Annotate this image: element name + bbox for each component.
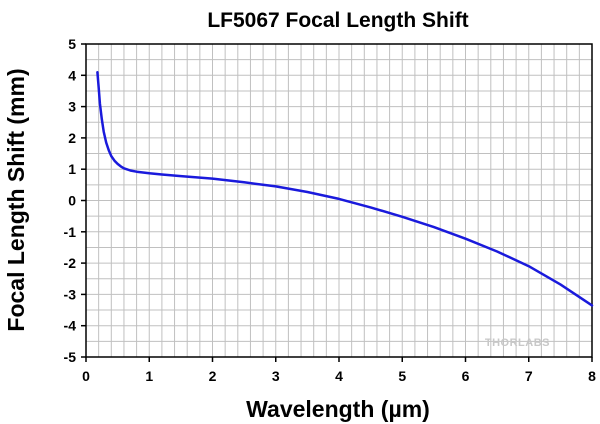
x-tick-label: 8 xyxy=(588,368,596,384)
x-tick-label: 6 xyxy=(462,368,470,384)
y-tick-label: -2 xyxy=(64,255,77,271)
series-line xyxy=(96,70,594,307)
grid xyxy=(85,43,593,358)
y-tick-label: -1 xyxy=(64,224,77,240)
y-tick-label: -3 xyxy=(64,286,77,302)
x-tick-label: 0 xyxy=(82,368,90,384)
x-tick-label: 1 xyxy=(145,368,153,384)
x-axis-label: Wavelength (µm) xyxy=(246,396,430,422)
y-tick-label: 3 xyxy=(68,99,76,115)
y-tick-label: -4 xyxy=(64,318,77,334)
y-axis-label: Focal Length Shift (mm) xyxy=(3,68,29,331)
y-tick-label: 0 xyxy=(68,193,76,209)
y-tick-label: 1 xyxy=(68,161,76,177)
x-tick-label: 7 xyxy=(525,368,533,384)
y-axis: 5 4 3 2 1 0 -1 -2 -3 -4 -5 xyxy=(64,36,86,365)
x-tick-label: 5 xyxy=(398,368,406,384)
y-tick-label: 4 xyxy=(68,67,76,83)
watermark-logo: THORLABS xyxy=(485,337,550,349)
x-axis: 0 1 2 3 4 5 6 7 8 xyxy=(82,357,596,384)
y-tick-label: 5 xyxy=(68,36,76,52)
x-tick-label: 2 xyxy=(209,368,217,384)
x-tick-label: 4 xyxy=(335,368,343,384)
y-tick-label: -5 xyxy=(64,349,77,365)
x-tick-label: 3 xyxy=(272,368,280,384)
chart-title: LF5067 Focal Length Shift xyxy=(207,9,468,32)
y-tick-label: 2 xyxy=(68,130,76,146)
